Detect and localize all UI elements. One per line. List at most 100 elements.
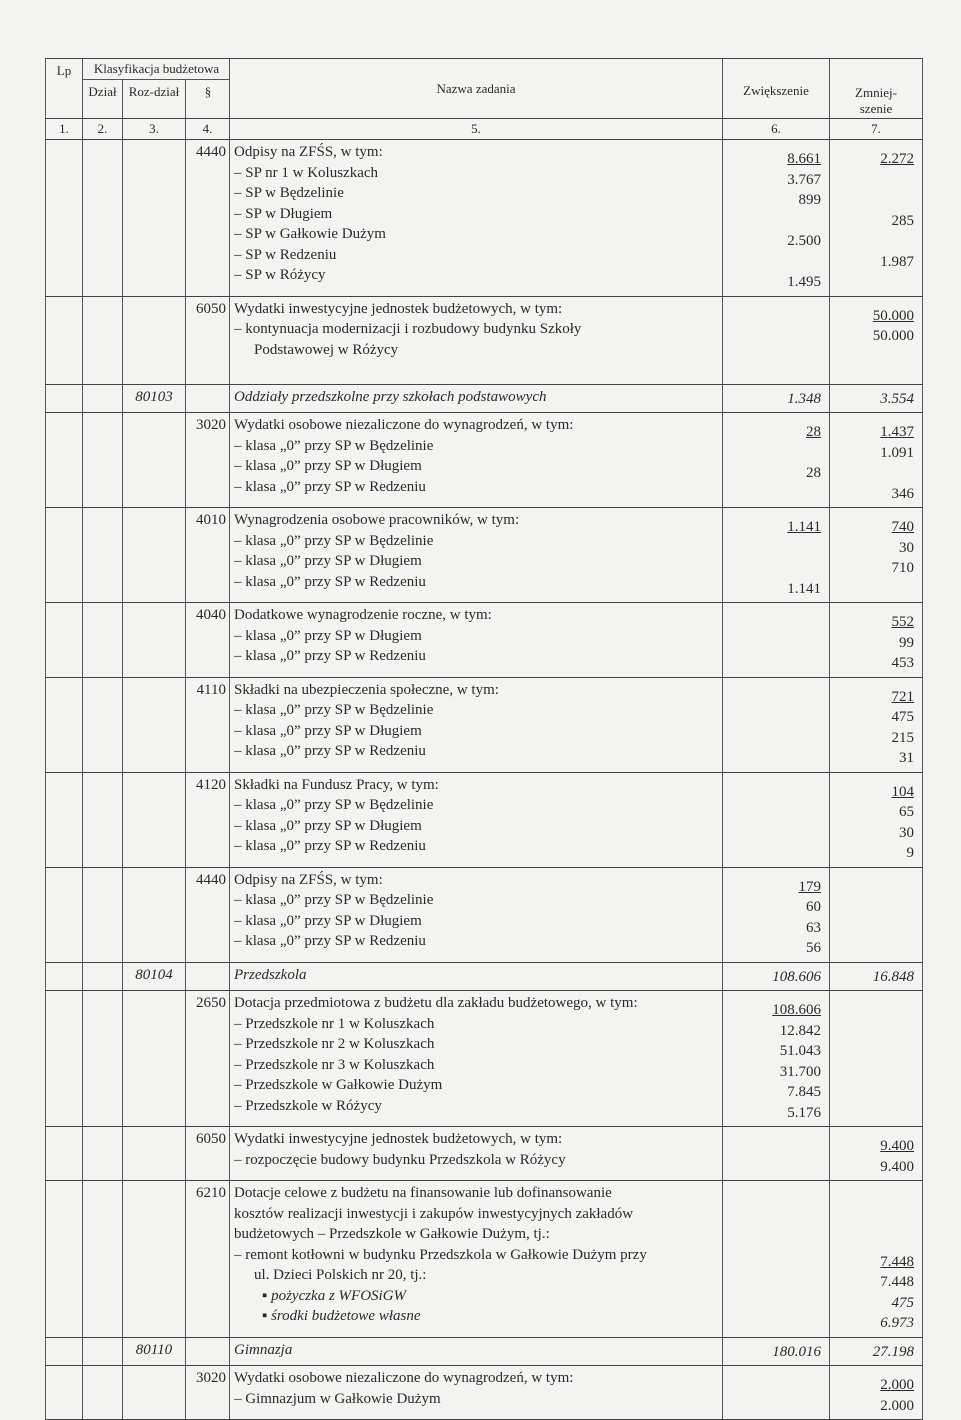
dzial-cell: [83, 1366, 123, 1419]
decrease-cell: 740 30 710: [830, 508, 923, 602]
dzial-cell: [83, 603, 123, 677]
increase-value: 12.842: [723, 1021, 821, 1042]
increase-value: 180.016: [723, 1342, 821, 1363]
paragraf-row: 4440 Odpisy na ZFŚS, w tym: – SP nr 1 w Ko…: [45, 140, 923, 297]
decrease-value: 104: [830, 782, 915, 803]
amount: 475: [891, 709, 915, 725]
increase-value: [723, 538, 821, 559]
decrease-value: 1.987: [830, 252, 914, 273]
rozdzial-row: 80103 Oddziały przedszkolne przy szkołach…: [45, 384, 923, 413]
paragraf-row: 6050 Wydatki inwestycyjne jednostek budże…: [45, 1127, 923, 1181]
decrease-cell: 552 99 453: [830, 603, 923, 677]
increase-value: 1.348: [723, 389, 821, 410]
decrease-value: [830, 1190, 914, 1211]
bullet-line: ▪ pożyczka z WFOSiGW: [262, 1287, 407, 1304]
increase-value: 60: [723, 897, 821, 918]
decrease-value: 31: [830, 748, 914, 769]
task-line: – remont kotłowni w budynku Przedszkola …: [234, 1246, 647, 1263]
decrease-cell: 721 475 215 31: [830, 677, 923, 772]
task-line: – klasa „0” przy SP w Będzelinie: [234, 532, 434, 549]
decrease-value: 7.448: [830, 1252, 914, 1273]
amount: 1.141: [787, 580, 821, 597]
decrease-cell: 27.198: [830, 1337, 923, 1365]
amount: 1.348: [787, 390, 821, 407]
increase-cell: [723, 1366, 830, 1419]
rozdzial-row: 80110 Gimnazja 180.016 27.198: [45, 1337, 923, 1366]
decrease-value: 65: [830, 802, 914, 823]
rozdzial-cell: [123, 140, 186, 296]
paragraf-cell: 3020: [186, 1366, 230, 1419]
increase-value: 51.043: [723, 1041, 821, 1062]
task-line: – klasa „0” przy SP w Będzelinie: [234, 702, 434, 718]
task-line: Gimnazja: [234, 1341, 293, 1358]
increase-value: [723, 211, 821, 232]
amount: 99: [899, 634, 914, 651]
header-lp: Lp: [45, 59, 83, 118]
paragraf-cell: [186, 1337, 230, 1365]
task-line: – SP w Redzeniu: [234, 246, 337, 263]
decrease-value: 2.272: [830, 149, 914, 170]
amount: 475: [891, 1294, 915, 1311]
increase-value: 3.767: [723, 170, 821, 191]
paragraf-row: 2650 Dotacja przedmiotowa z budżetu dla z…: [45, 991, 923, 1127]
amount: 16.848: [872, 968, 914, 985]
increase-value: 1.495: [723, 272, 821, 293]
task-line: – Przedszkole nr 1 w Koluszkach: [234, 1015, 435, 1032]
task-line: – klasa „0” przy SP w Redzeniu: [234, 648, 426, 664]
increase-cell: 8.661 3.767 899 2.500 1.495: [723, 140, 830, 296]
rozdzial-cell: [123, 296, 186, 384]
paragraf-cell: 2650: [186, 991, 230, 1126]
task-line: – SP nr 1 w Koluszkach: [234, 164, 379, 181]
decrease-value: 9.400: [830, 1157, 914, 1178]
paragraf-row: 4440 Odpisy na ZFŚS, w tym: – klasa „0” pr…: [45, 867, 923, 963]
task-line: – kontynuacja modernizacji i rozbudowy b…: [234, 321, 582, 337]
column-number: 5.: [230, 119, 723, 139]
decrease-value: 7.448: [830, 1272, 914, 1293]
increase-value: 7.845: [723, 1082, 821, 1103]
task-line: Wydatki inwestycyjne jednostek budżetowy…: [234, 1131, 563, 1147]
decrease-value: [830, 1211, 914, 1232]
amount: 31.700: [779, 1063, 821, 1080]
lp-cell: [45, 991, 83, 1126]
amount: 50.000: [872, 328, 914, 344]
task-line: – klasa „0” przy SP w Długiem: [234, 627, 422, 644]
amount: 1.987: [880, 253, 914, 270]
task-name-cell: Wynagrodzenia osobowe pracowników, w tym…: [230, 508, 723, 602]
amount: 899: [798, 192, 822, 208]
task-line: Składki na Fundusz Pracy, w tym:: [234, 776, 439, 793]
task-line: Wydatki osobowe niezaliczone do wynagrod…: [234, 417, 574, 433]
dzial-cell: [83, 413, 123, 507]
decrease-cell: 16.848: [830, 962, 923, 990]
increase-cell: [723, 1181, 830, 1337]
rozdzial-cell: 80110: [123, 1337, 186, 1365]
task-line: – klasa „0” przy SP w Redzeniu: [234, 743, 426, 759]
header-nazwa: Nazwa zadania: [230, 59, 723, 118]
amount: 7.448: [880, 1274, 914, 1290]
amount: 56: [806, 940, 821, 956]
increase-cell: 108.606 12.842 51.043 31.700 7.845 5.176: [723, 991, 830, 1126]
task-name-cell: Wydatki osobowe niezaliczone do wynagrod…: [230, 413, 723, 507]
task-line: – Przedszkole nr 2 w Koluszkach: [234, 1036, 435, 1052]
amount: 740: [891, 519, 915, 535]
dzial-cell: [83, 508, 123, 602]
task-line: ul. Dzieci Polskich nr 20, tj.:: [254, 1267, 427, 1283]
increase-cell: 108.606: [723, 962, 830, 990]
header-rozdzial: Roz-dział: [123, 80, 186, 118]
rozdzial-cell: 80104: [123, 962, 186, 990]
decrease-value: 50.000: [830, 326, 914, 347]
decrease-value: 1.437: [830, 422, 914, 443]
decrease-cell: 50.000 50.000: [830, 296, 923, 384]
header-paragraf: §: [204, 84, 212, 99]
increase-value: 56: [723, 938, 821, 959]
decrease-value: 475: [830, 707, 915, 728]
paragraf-row: 6210 Dotacje celowe z budżetu na finansow…: [45, 1181, 923, 1338]
amount: 104: [891, 783, 915, 800]
increase-value: 63: [723, 918, 821, 939]
amount: 710: [891, 560, 915, 576]
header-klasyfikacja-label: Klasyfikacja budżetowa: [83, 59, 230, 80]
task-line: – SP w Długiem: [234, 205, 333, 222]
amount: 60: [806, 899, 821, 915]
task-name-cell: Składki na ubezpieczenia społeczne, w ty…: [230, 677, 723, 772]
increase-cell: 180.016: [723, 1337, 830, 1365]
decrease-value: 453: [830, 653, 915, 674]
